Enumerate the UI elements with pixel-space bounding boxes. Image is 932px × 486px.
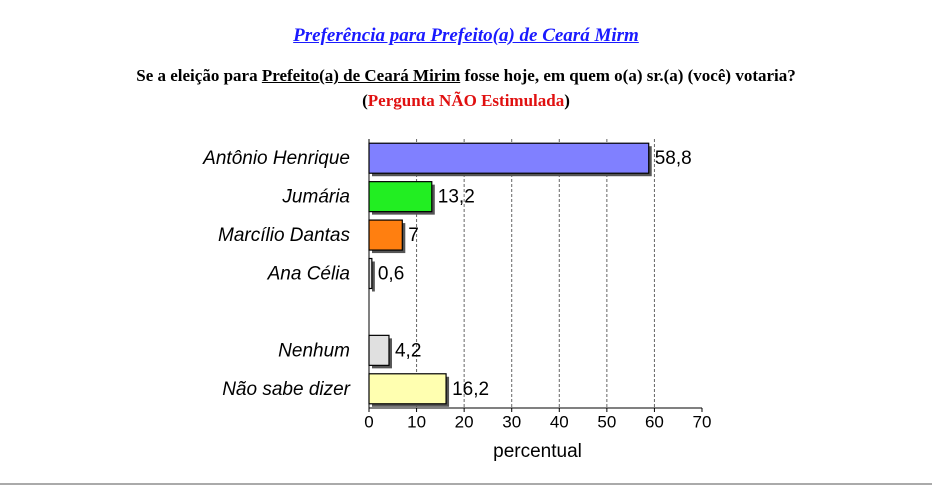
bar [368, 219, 403, 251]
x-tick-label: 0 [364, 412, 373, 431]
value-label: 4,2 [395, 340, 421, 361]
question: Se a eleição para Prefeito(a) de Ceará M… [0, 66, 932, 86]
x-tick-label: 10 [407, 412, 426, 431]
value-label: 13,2 [438, 187, 475, 208]
bar [368, 334, 390, 366]
y-tick-label: Ana Célia [267, 264, 350, 285]
x-tick-label: 30 [502, 412, 521, 431]
y-tick-label: Nenhum [278, 340, 350, 361]
x-tick-label: 50 [597, 412, 616, 431]
bar [368, 142, 650, 174]
question-text: Se a eleição para [136, 66, 262, 85]
value-label: 16,2 [452, 379, 489, 400]
x-tick-label: 60 [645, 412, 664, 431]
question-text: Prefeito(a) de Ceará Mirim [261, 66, 461, 85]
note-text: Pergunta NÃO Estimulada [367, 91, 565, 110]
bar-shadow [372, 261, 375, 292]
y-tick-label: Não sabe dizer [222, 379, 350, 400]
note-text: ) [564, 91, 570, 110]
y-tick-label: Antônio Henrique [202, 148, 350, 169]
chart-title: Preferência para Prefeito(a) de Ceará Mi… [293, 25, 639, 46]
x-tick-label: 70 [693, 412, 712, 431]
bar [368, 181, 433, 213]
question-text: fosse hoje, em quem o(a) sr.(a) (você) v… [460, 66, 796, 85]
y-tick-label: Marcílio Dantas [218, 225, 350, 246]
bar [368, 257, 373, 290]
x-tick-label: 20 [455, 412, 474, 431]
bar [368, 373, 447, 405]
value-label: 7 [408, 225, 419, 246]
value-label: 0,6 [378, 264, 404, 285]
note-text: ( [362, 91, 368, 110]
y-tick-label: Jumária [281, 187, 350, 208]
x-axis-label: percentual [493, 441, 582, 462]
value-label: 58,8 [655, 148, 692, 169]
note: (Pergunta NÃO Estimulada) [0, 91, 932, 111]
x-tick-label: 40 [550, 412, 569, 431]
